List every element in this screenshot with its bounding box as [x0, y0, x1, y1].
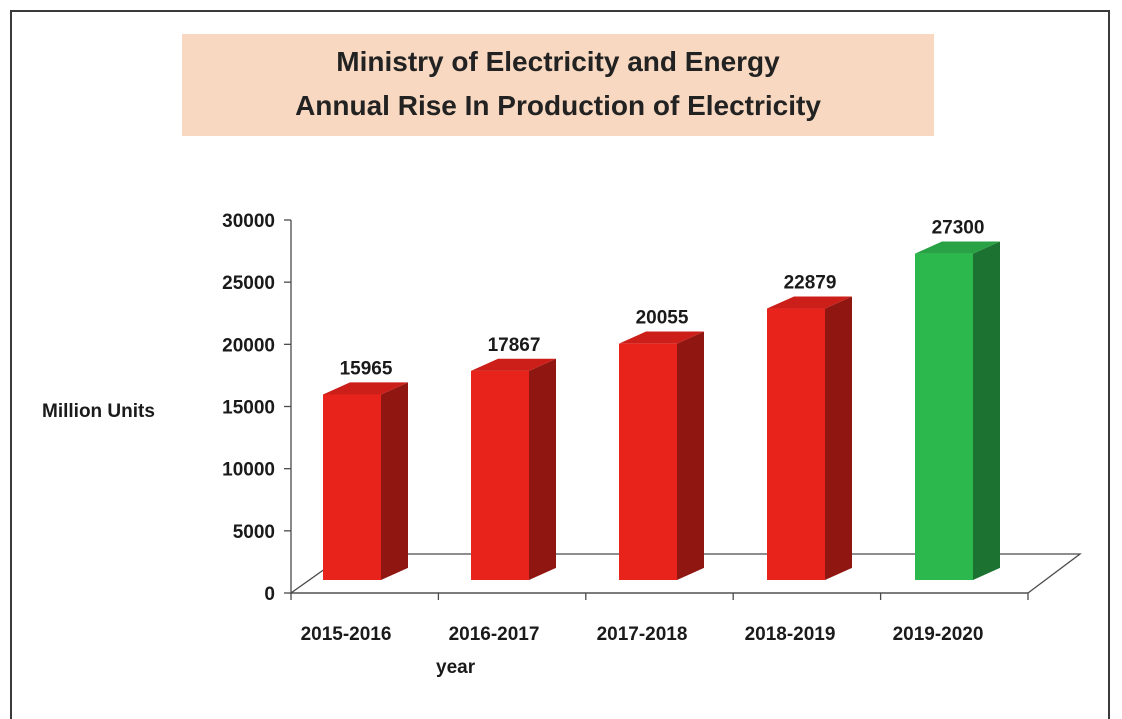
data-label: 17867 [488, 335, 541, 356]
y-tick-label: 5000 [233, 522, 275, 543]
x-tick-label: 2016-2017 [449, 624, 540, 645]
bar-side [381, 382, 408, 580]
bar-front [323, 394, 381, 580]
bar-top [471, 358, 556, 371]
data-label: 20055 [636, 308, 689, 329]
chart-title-box: Ministry of Electricity and Energy Annua… [182, 34, 934, 136]
y-tick-label: 20000 [222, 335, 275, 356]
x-axis-label: year [436, 657, 476, 678]
bar-top [323, 382, 408, 395]
data-label: 27300 [932, 217, 985, 238]
chart-title-line-2: Annual Rise In Production of Electricity [295, 90, 821, 121]
bar [767, 296, 852, 580]
bar-top [619, 331, 704, 344]
y-tick-label: 0 [264, 584, 275, 605]
bar [471, 358, 556, 580]
y-tick-label: 30000 [222, 211, 275, 232]
x-tick-label: 2017-2018 [597, 624, 688, 645]
chart-title-line-1: Ministry of Electricity and Energy [336, 46, 780, 77]
bar-top [767, 296, 852, 309]
bar-side [825, 296, 852, 580]
bar-side [677, 331, 704, 580]
bar-side [529, 358, 556, 580]
data-label: 15965 [340, 358, 393, 379]
y-tick-label: 15000 [222, 398, 275, 419]
x-tick-label: 2019-2020 [893, 624, 984, 645]
bar [619, 331, 704, 580]
bar [323, 382, 408, 580]
bar-top [915, 241, 1000, 254]
bar-front [767, 308, 825, 580]
bar-side [973, 241, 1000, 580]
y-tick-label: 25000 [222, 273, 275, 294]
bar-front [915, 253, 973, 580]
x-tick-label: 2018-2019 [745, 624, 836, 645]
data-labels: 15965 17867 20055 22879 27300 [340, 217, 985, 379]
bar-front [619, 343, 677, 580]
data-label: 22879 [784, 272, 837, 293]
x-tick-label: 2015-2016 [301, 624, 392, 645]
y-axis: 0 5000 10000 15000 20000 25000 30000 [222, 211, 292, 605]
y-axis-label: Million Units [42, 401, 155, 422]
bar-front [471, 370, 529, 580]
bars [323, 241, 1000, 580]
x-axis: 2015-2016 2016-2017 2017-2018 2018-2019 2019… [290, 592, 1029, 645]
y-tick-label: 10000 [222, 460, 275, 481]
bar [915, 241, 1000, 580]
